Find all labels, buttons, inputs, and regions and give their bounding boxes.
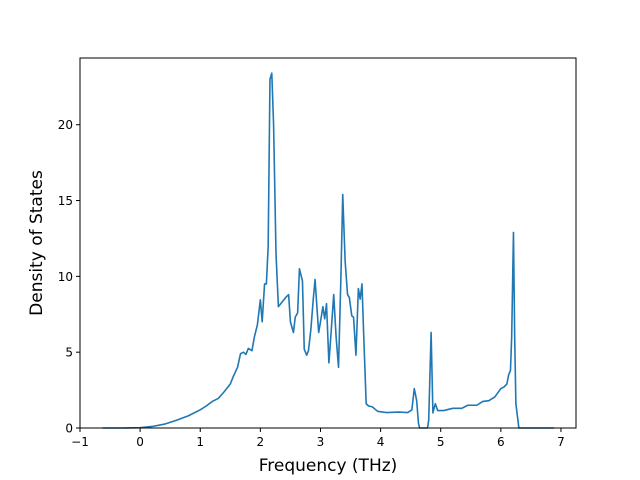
y-tick-label: 10 (58, 270, 73, 284)
y-tick-label: 5 (65, 346, 73, 360)
plot-area (79, 57, 577, 429)
x-tick-label: 6 (497, 435, 505, 449)
x-tick-label: 5 (437, 435, 445, 449)
dos-series-line-0 (102, 72, 555, 429)
x-tick-label: 3 (317, 435, 325, 449)
y-tick-label: 15 (58, 194, 73, 208)
x-tick-label: −1 (71, 435, 89, 449)
x-tick-label: 7 (557, 435, 565, 449)
x-tick-label: 4 (377, 435, 385, 449)
y-tick-label: 20 (58, 118, 73, 132)
x-tick-label: 1 (196, 435, 204, 449)
y-tick-label: 0 (65, 422, 73, 436)
x-tick-label: 0 (136, 435, 144, 449)
x-axis-ticks: −1 0 1 2 3 4 5 6 7 (71, 428, 565, 449)
y-axis-label: Density of States (27, 170, 47, 316)
axes-frame (79, 57, 577, 429)
y-axis-ticks: 0 5 10 15 20 (58, 118, 80, 436)
x-axis-label: Frequency (THz) (259, 456, 398, 476)
x-tick-label: 2 (257, 435, 265, 449)
